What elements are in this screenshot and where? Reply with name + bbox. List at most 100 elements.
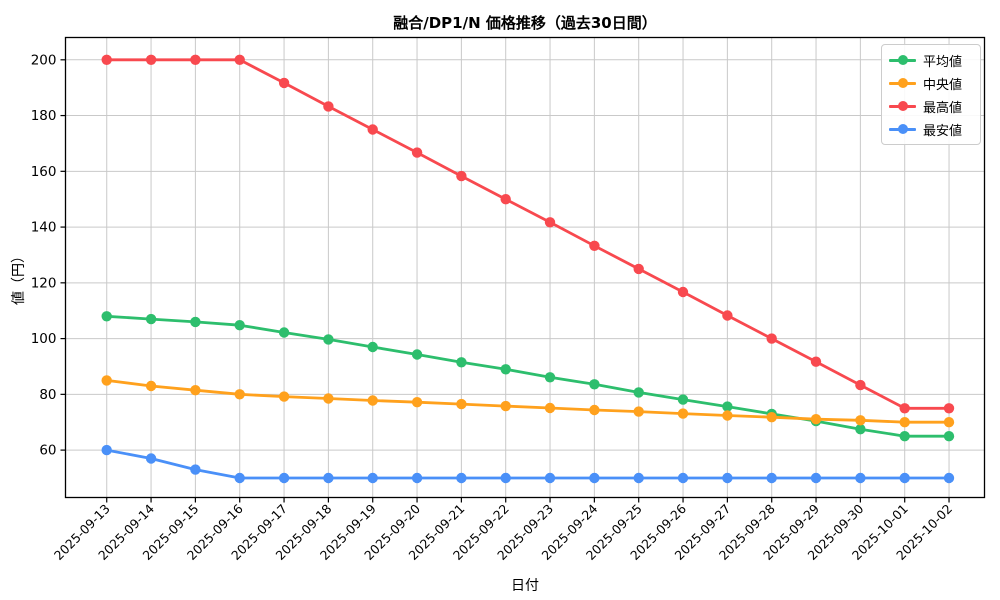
data-point-min: [633, 472, 644, 484]
y-tick-label: 200: [31, 52, 57, 68]
data-point-min: [722, 472, 733, 484]
data-point-max: [278, 77, 290, 89]
legend-label-median: 中央値: [923, 77, 963, 93]
data-point-median: [722, 410, 733, 421]
series-average: [101, 311, 955, 442]
data-point-median: [367, 395, 378, 406]
data-point-average: [544, 372, 556, 383]
data-point-max: [589, 240, 600, 251]
data-point-median: [500, 400, 511, 412]
data-point-min: [190, 464, 201, 475]
data-point-max: [722, 310, 733, 321]
data-point-median: [234, 389, 245, 400]
data-point-min: [145, 453, 157, 464]
data-point-median: [855, 415, 866, 426]
legend-label-min: 最安値: [923, 123, 963, 139]
data-point-average: [677, 394, 689, 405]
data-point-min: [500, 472, 511, 484]
data-point-min: [278, 472, 290, 484]
data-point-median: [456, 398, 467, 410]
data-point-average: [101, 311, 112, 322]
data-point-max: [899, 403, 910, 414]
legend-label-max: 最高値: [923, 100, 963, 116]
legend: 平均値 中央値 最高値 最安値: [881, 44, 981, 145]
min-line-icon: [889, 124, 916, 134]
data-point-min: [810, 472, 822, 484]
series-min: [101, 444, 955, 484]
data-point-max: [810, 356, 822, 367]
y-tick-label: 140: [31, 220, 57, 236]
average-line-icon: [889, 55, 916, 65]
data-point-median: [190, 385, 201, 396]
data-point-average: [943, 431, 955, 442]
data-point-min: [456, 472, 467, 484]
y-tick-label: 80: [39, 387, 56, 403]
data-point-max: [145, 54, 157, 65]
data-point-min: [101, 444, 112, 456]
series-max: [101, 54, 955, 414]
data-point-max: [677, 286, 689, 298]
data-point-max: [544, 217, 556, 228]
data-point-median: [411, 397, 423, 408]
data-point-average: [855, 424, 866, 435]
data-point-median: [278, 391, 290, 402]
y-tick-label: 180: [31, 108, 57, 124]
legend-item-max: 最高値: [889, 97, 972, 116]
data-point-max: [190, 54, 201, 65]
median-line-icon: [889, 78, 916, 88]
data-point-average: [899, 431, 910, 442]
data-point-median: [943, 417, 955, 428]
data-point-median: [544, 402, 556, 414]
data-point-max: [633, 263, 644, 275]
max-line-icon: [889, 101, 916, 111]
data-point-median: [101, 375, 112, 386]
legend-label-average: 平均値: [923, 54, 963, 70]
data-point-average: [234, 320, 245, 331]
y-tick-label: 120: [31, 275, 57, 291]
data-point-min: [899, 472, 910, 484]
data-point-average: [411, 349, 423, 360]
y-tick-label: 160: [31, 164, 57, 180]
data-point-min: [677, 472, 689, 484]
data-point-median: [899, 417, 910, 428]
data-point-max: [411, 147, 423, 158]
data-point-median: [589, 404, 600, 416]
data-point-min: [943, 472, 955, 484]
data-point-min: [855, 472, 866, 484]
plot-border: [64, 36, 986, 499]
y-tick-label: 100: [31, 331, 57, 347]
legend-item-min: 最安値: [889, 120, 972, 139]
data-point-min: [411, 472, 423, 484]
data-point-median: [810, 414, 822, 425]
data-point-min: [544, 472, 556, 484]
data-point-median: [766, 412, 777, 423]
data-point-max: [943, 403, 955, 414]
data-point-average: [323, 334, 334, 345]
y-axis-title: 値（円）: [11, 249, 27, 305]
data-point-max: [234, 54, 245, 65]
data-point-median: [323, 393, 334, 404]
data-point-average: [145, 313, 157, 325]
data-point-average: [456, 357, 467, 368]
legend-item-median: 中央値: [889, 74, 972, 93]
data-point-min: [367, 472, 378, 484]
data-point-min: [766, 472, 777, 484]
data-point-average: [500, 364, 511, 375]
data-point-average: [190, 316, 201, 328]
series-median: [101, 375, 955, 428]
chart-title: 融合/DP1/N 価格推移（過去30日間）: [393, 14, 657, 32]
data-point-max: [855, 379, 866, 391]
data-point-average: [722, 401, 733, 412]
x-axis-title: 日付: [511, 578, 539, 594]
data-point-average: [367, 341, 378, 353]
data-point-average: [278, 327, 290, 338]
data-point-median: [677, 408, 689, 419]
data-point-max: [101, 54, 112, 65]
data-point-median: [145, 380, 157, 392]
data-point-max: [367, 124, 378, 135]
grid-lines: [65, 37, 985, 498]
legend-item-average: 平均値: [889, 51, 972, 70]
data-point-max: [456, 170, 467, 182]
